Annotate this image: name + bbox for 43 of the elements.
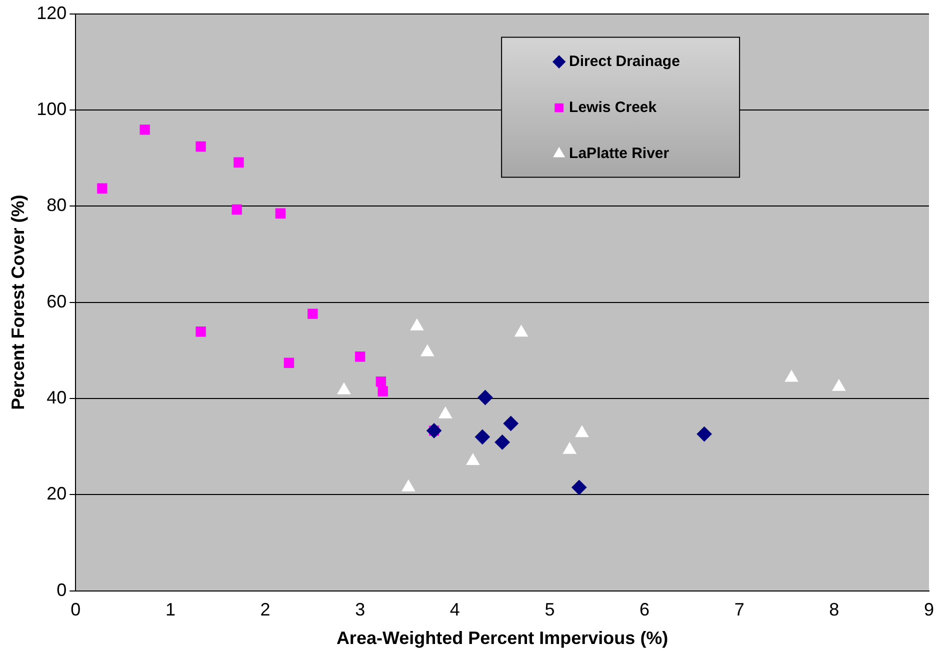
point bbox=[354, 352, 366, 362]
point bbox=[575, 426, 589, 438]
point bbox=[503, 416, 518, 431]
point bbox=[284, 358, 294, 368]
y-tick-label: 100 bbox=[36, 98, 67, 119]
y-tick-label: 40 bbox=[46, 387, 67, 408]
point bbox=[378, 386, 388, 396]
y-tick-label: 0 bbox=[56, 580, 67, 600]
x-tick-label: 0 bbox=[70, 600, 81, 620]
point bbox=[234, 157, 244, 168]
point bbox=[572, 480, 587, 495]
x-tick-label: 3 bbox=[355, 600, 366, 620]
y-tick-label: 20 bbox=[46, 484, 67, 504]
x-axis-title: Area-Weighted Percent Impervious (%) bbox=[336, 628, 668, 648]
y-tick-label: 120 bbox=[36, 2, 67, 23]
point bbox=[696, 426, 712, 442]
point bbox=[196, 326, 206, 337]
point bbox=[478, 390, 493, 406]
point bbox=[308, 308, 318, 319]
point bbox=[376, 376, 386, 387]
point bbox=[514, 325, 528, 337]
x-tick-label: 2 bbox=[260, 600, 270, 620]
x-tick-label: 6 bbox=[640, 600, 650, 620]
x-tick-label: 4 bbox=[450, 600, 460, 620]
x-tick-label: 7 bbox=[734, 600, 744, 620]
point bbox=[232, 204, 242, 215]
legend-label: Direct Drainage bbox=[569, 52, 680, 70]
point bbox=[97, 183, 108, 194]
x-tick-label: 5 bbox=[544, 600, 555, 620]
y-tick-label: 60 bbox=[46, 291, 67, 312]
point bbox=[494, 434, 510, 450]
y-axis-title: Percent Forest Cover (%) bbox=[8, 194, 28, 410]
x-tick-label: 1 bbox=[165, 600, 176, 620]
x-tick-label: 8 bbox=[829, 600, 840, 620]
point bbox=[140, 124, 150, 135]
x-tick-label: 9 bbox=[924, 600, 934, 620]
point bbox=[196, 141, 206, 152]
y-tick-label: 80 bbox=[46, 195, 67, 216]
point bbox=[275, 208, 286, 218]
legend-label: Lewis Creek bbox=[569, 98, 658, 116]
point bbox=[474, 429, 490, 444]
point bbox=[426, 423, 442, 438]
legend-label: LaPlatte River bbox=[569, 144, 670, 162]
